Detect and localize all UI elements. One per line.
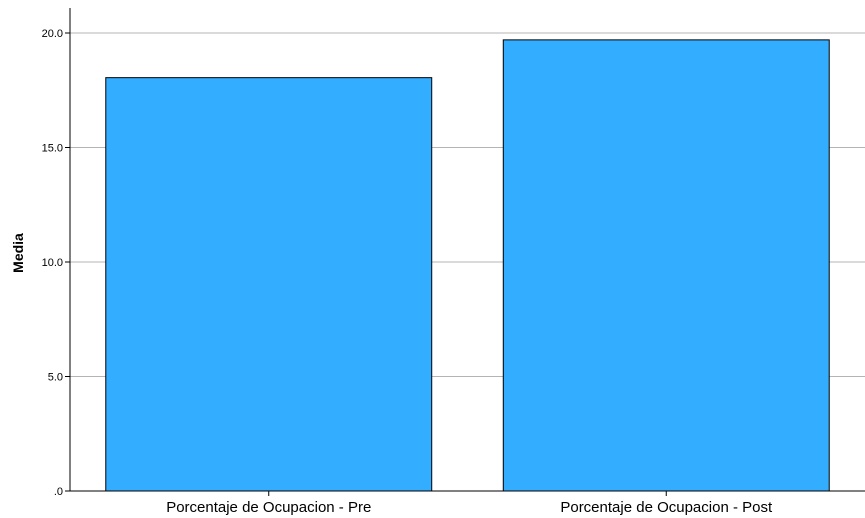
bar <box>502 39 830 492</box>
y-tick-label: 5.0 <box>48 372 63 384</box>
bar <box>105 77 433 492</box>
y-tick-label: 10.0 <box>42 257 63 269</box>
y-tick-label: 15.0 <box>42 143 63 155</box>
bars <box>105 39 830 492</box>
y-tick-label: .0 <box>54 486 63 498</box>
axes <box>69 8 865 492</box>
y-axis-title: Media <box>10 233 26 273</box>
x-tick-label: Porcentaje de Ocupacion - Pre <box>166 499 371 516</box>
x-tick-label: Porcentaje de Ocupacion - Post <box>560 499 773 516</box>
y-tick-label: 20.0 <box>42 28 63 40</box>
y-ticks: .0 5.0 10.0 15.0 20.0 <box>42 28 70 498</box>
x-ticks: Porcentaje de Ocupacion - Pre Porcentaje … <box>166 491 773 516</box>
